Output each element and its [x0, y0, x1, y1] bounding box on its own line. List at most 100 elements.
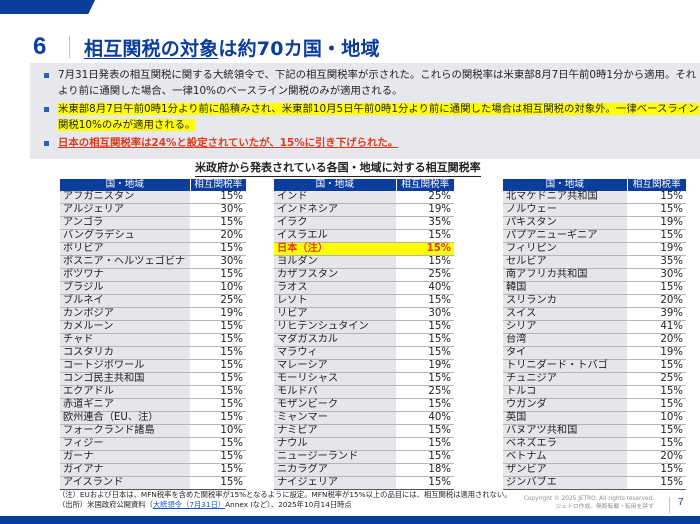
country-cell: レソト	[274, 294, 396, 308]
rate-cell: 35%	[627, 255, 686, 269]
title-divider	[69, 36, 70, 58]
rate-cell: 15%	[396, 320, 454, 334]
table-row: ヨルダン 15%	[274, 255, 454, 269]
country-cell: リビア	[274, 307, 396, 321]
country-cell: ガイアナ	[60, 463, 190, 477]
header-rate: 相互関税率	[190, 179, 246, 191]
rate-cell: 15%	[627, 476, 686, 490]
rate-cell: 15%	[396, 333, 454, 347]
rate-cell: 19%	[627, 346, 686, 360]
table-row: フォークランド諸島 10%	[60, 424, 246, 438]
rate-cell: 15%	[396, 346, 454, 360]
table-row: ボツワナ 15%	[60, 268, 246, 282]
rate-cell: 40%	[396, 281, 454, 295]
table-row: チャド 15%	[60, 333, 246, 347]
tariff-table-2: 国・地域 相互関税率 インド 25% インドネシア 19% イラク 35% イスラエル 15% 日本…	[274, 179, 454, 490]
table-row: 北マケドニア共和国 15%	[503, 191, 686, 204]
rate-cell: 15%	[627, 424, 686, 438]
country-cell: カメルーン	[60, 320, 190, 334]
rate-cell: 15%	[190, 476, 246, 490]
country-cell: 韓国	[503, 281, 627, 295]
country-cell: シリア	[503, 320, 627, 334]
rate-cell: 15%	[396, 398, 454, 412]
page-number: 7	[678, 497, 684, 508]
rate-cell: 41%	[627, 320, 686, 334]
table-row: カメルーン 15%	[60, 320, 246, 334]
table-row: カザフスタン 25%	[274, 268, 454, 282]
rate-cell: 30%	[190, 255, 246, 269]
table-row: スイス 39%	[503, 307, 686, 321]
table-row: ガーナ 15%	[60, 450, 246, 464]
country-cell: モーリシャス	[274, 372, 396, 386]
country-cell: フィリピン	[503, 242, 627, 256]
rate-cell: 25%	[627, 372, 686, 386]
source-link[interactable]: 大統領令（7月31日）	[152, 500, 226, 509]
table-row: ベネズエラ 15%	[503, 437, 686, 451]
summary-bullet-3: 日本の相互関税率は24%と設定されていたが、15%に引き下げられた。	[42, 136, 700, 152]
table-row: トルコ 15%	[503, 385, 686, 399]
rate-cell: 15%	[627, 191, 686, 204]
country-cell: マダガスカル	[274, 333, 396, 347]
country-cell: 日本（注）	[274, 242, 396, 256]
table-row: 台湾 20%	[503, 333, 686, 347]
rate-cell: 18%	[396, 463, 454, 477]
rate-cell: 15%	[627, 359, 686, 373]
copyright-line-2: ジェトロ作成。無断転載・転用を禁ず	[555, 503, 654, 510]
country-cell: ベネズエラ	[503, 437, 627, 451]
country-cell: ニュージーランド	[274, 450, 396, 464]
table-row: パプアニューギニア 15%	[503, 229, 686, 243]
rate-cell: 15%	[190, 191, 246, 204]
rate-cell: 15%	[396, 476, 454, 490]
country-cell: コートジボワール	[60, 359, 190, 373]
summary-bullet-text: 7月31日発表の相互関税に関する大統領令で、下記の相互関税率が示された。これらの…	[58, 69, 697, 97]
table-row: モザンビーク 15%	[274, 398, 454, 412]
table-row: ジンバブエ 15%	[503, 476, 686, 490]
rate-cell: 15%	[190, 242, 246, 256]
rate-cell: 15%	[627, 398, 686, 412]
rate-cell: 15%	[396, 437, 454, 451]
rate-cell: 20%	[190, 229, 246, 243]
rate-cell: 19%	[190, 307, 246, 321]
table-row: ニュージーランド 15%	[274, 450, 454, 464]
table-row: ブラジル 10%	[60, 281, 246, 295]
country-cell: 北マケドニア共和国	[503, 191, 627, 204]
rate-cell: 10%	[190, 281, 246, 295]
rate-cell: 25%	[396, 191, 454, 204]
country-cell: マレーシア	[274, 359, 396, 373]
tariff-table-3: 国・地域 相互関税率 北マケドニア共和国 15% ノルウェー 15% パキスタン 19% パプア…	[503, 179, 686, 490]
country-cell: ベトナム	[503, 450, 627, 464]
table-row: セルビア 35%	[503, 255, 686, 269]
copyright: Copyright © 2025 JETRO. All rights reser…	[524, 496, 654, 511]
rate-cell: 10%	[627, 411, 686, 425]
table-row: ミャンマー 40%	[274, 411, 454, 425]
rate-cell: 15%	[396, 372, 454, 386]
bottom-band	[0, 516, 700, 524]
country-cell: モザンビーク	[274, 398, 396, 412]
rate-cell: 15%	[627, 385, 686, 399]
table-row: リヒテンシュタイン 15%	[274, 320, 454, 334]
top-band	[0, 0, 700, 12]
table-row: イスラエル 15%	[274, 229, 454, 243]
table-row: リビア 30%	[274, 307, 454, 321]
table-row: イラク 35%	[274, 216, 454, 230]
country-cell: 欧州連合（EU、注）	[60, 411, 190, 425]
rate-cell: 19%	[627, 216, 686, 230]
country-cell: バヌアツ共和国	[503, 424, 627, 438]
table-row: マラウィ 15%	[274, 346, 454, 360]
country-cell: モルドバ	[274, 385, 396, 399]
table-row: モーリシャス 15%	[274, 372, 454, 386]
tariff-table-1: 国・地域 相互関税率 アフガニスタン 15% アルジェリア 30% アンゴラ 15% バングラデ…	[60, 179, 246, 490]
top-tab-decoration	[0, 0, 95, 14]
table-row: ラオス 40%	[274, 281, 454, 295]
slide-title-row: 6 相互関税の対象は約70カ国・地域	[33, 31, 380, 63]
table-row: 韓国 15%	[503, 281, 686, 295]
rate-cell: 15%	[190, 411, 246, 425]
table-row: スリランカ 20%	[503, 294, 686, 308]
table-row: ボスニア・ヘルツェゴビナ 30%	[60, 255, 246, 269]
country-cell: ナウル	[274, 437, 396, 451]
country-cell: インド	[274, 191, 396, 204]
footnote-source: （出所）米国政府公開資料（大統領令（7月31日）Annex Iなど）、2025年…	[58, 500, 512, 510]
table-row: 日本（注） 15%	[274, 242, 454, 256]
country-cell: フィジー	[60, 437, 190, 451]
rate-cell: 15%	[190, 385, 246, 399]
